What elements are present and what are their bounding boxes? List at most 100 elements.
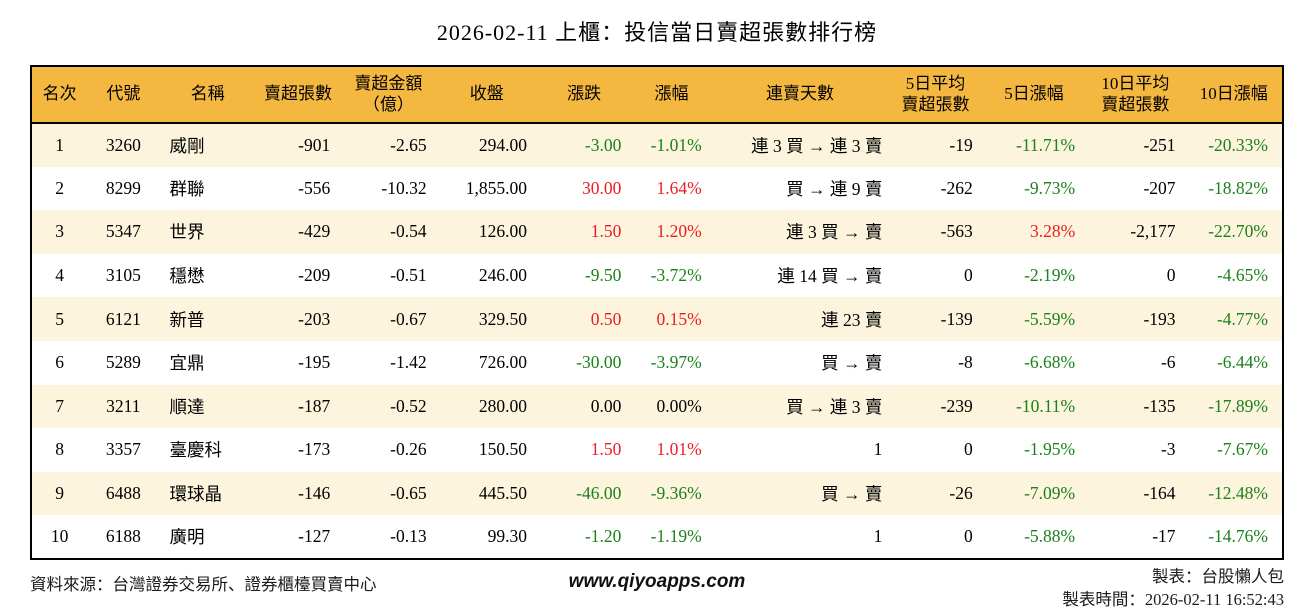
table-row: 3 5347 世界 -429 -0.54 126.00 1.50 1.20% 連 3 買 → 賣… <box>31 210 1283 254</box>
cell-change_pct: 1.20% <box>656 221 702 242</box>
column-header-rank: 名次 <box>31 66 88 124</box>
cell-pct5: -2.19% <box>1024 265 1076 286</box>
table-row: 9 6488 環球晶 -146 -0.65 445.50 -46.00 -9.36% 買 → 賣… <box>31 471 1283 516</box>
ranking-table: 名次 代號 名稱 賣超張數 賣超金額 （億） 收盤 漲跌 漲幅 連賣天數 5日平均 賣超張數 5日漲… <box>30 65 1284 560</box>
cell-sell_amount: -0.51 <box>390 265 427 286</box>
column-header-pct5: 5日漲幅 <box>982 66 1086 124</box>
cell-close: 99.30 <box>487 526 527 547</box>
cell-avg5: -8 <box>958 352 973 373</box>
cell-avg10: -207 <box>1143 177 1176 198</box>
cell-sell_volume: -429 <box>298 221 331 242</box>
cell-pct5: -1.95% <box>1024 439 1076 460</box>
cell-avg10: -6 <box>1160 352 1176 373</box>
cell-avg5: -139 <box>940 308 973 329</box>
table-row: 4 3105 穩懋 -209 -0.51 246.00 -9.50 -3.72% 連 14 買 … <box>31 253 1283 298</box>
cell-pct10: -4.65% <box>1216 265 1268 286</box>
cell-avg5: -19 <box>949 134 973 155</box>
cell-streak: 連 14 買 → 賣 <box>777 266 883 287</box>
table-row: 5 6121 新普 -203 -0.67 329.50 0.50 0.15% 連 23 賣 -13… <box>31 297 1283 341</box>
cell-pct10: -14.76% <box>1208 526 1268 547</box>
cell-close: 126.00 <box>478 221 527 242</box>
cell-close: 280.00 <box>478 395 527 416</box>
cell-sell_amount: -2.65 <box>390 134 427 155</box>
cell-name: 群聯 <box>169 178 205 199</box>
table-body: 1 3260 威剛 -901 -2.65 294.00 -3.00 -1.01% 連 3 買 →… <box>31 123 1283 559</box>
cell-streak: 買 → 連 3 賣 <box>786 396 883 417</box>
cell-code: 5289 <box>105 352 141 373</box>
cell-pct10: -6.44% <box>1216 352 1268 373</box>
table-row: 2 8299 群聯 -556 -10.32 1,855.00 30.00 1.64% 買 → 連… <box>31 166 1283 211</box>
cell-code: 3260 <box>105 134 141 155</box>
cell-rank: 2 <box>55 177 64 198</box>
page-title: 2026-02-11 上櫃：投信當日賣超張數排行榜 <box>436 20 878 45</box>
cell-avg5: -239 <box>940 395 973 416</box>
column-header-change_pct: 漲幅 <box>631 66 712 124</box>
cell-pct10: -18.82% <box>1208 177 1268 198</box>
cell-rank: 4 <box>55 265 64 286</box>
cell-streak: 連 3 買 → 賣 <box>786 222 883 243</box>
cell-change_pct: -9.36% <box>650 483 702 504</box>
cell-pct10: -20.33% <box>1208 134 1268 155</box>
website-label: www.qiyoapps.com <box>568 570 746 592</box>
table-row: 8 3357 臺慶科 -173 -0.26 150.50 1.50 1.01% 1 0 -1.95%… <box>31 428 1283 472</box>
column-header-close: 收盤 <box>436 66 537 124</box>
cell-sell_volume: -901 <box>298 134 331 155</box>
cell-pct10: -12.48% <box>1208 483 1268 504</box>
cell-close: 246.00 <box>478 265 527 286</box>
cell-change: 0.50 <box>590 308 622 329</box>
table-row: 7 3211 順達 -187 -0.52 280.00 0.00 0.00% 買 → 連 3 賣… <box>31 384 1283 429</box>
cell-sell_amount: -0.13 <box>390 526 427 547</box>
cell-avg10: -17 <box>1152 526 1176 547</box>
table-header-row: 名次 代號 名稱 賣超張數 賣超金額 （億） 收盤 漲跌 漲幅 連賣天數 5日平均 賣超張數 5日漲… <box>31 66 1283 124</box>
column-header-avg10: 10日平均 賣超張數 <box>1085 66 1186 124</box>
cell-rank: 3 <box>55 221 64 242</box>
cell-sell_amount: -0.54 <box>390 221 427 242</box>
footer: 資料來源：台灣證券交易所、證券櫃檯買賣中心 www.qiyoapps.com 製… <box>30 565 1284 611</box>
cell-pct5: -6.68% <box>1024 352 1076 373</box>
column-header-change: 漲跌 <box>536 66 632 124</box>
cell-name: 順達 <box>169 396 205 417</box>
cell-change_pct: -3.97% <box>650 352 702 373</box>
cell-change_pct: -3.72% <box>650 265 702 286</box>
cell-pct5: -5.88% <box>1024 526 1076 547</box>
cell-avg5: 0 <box>963 265 973 286</box>
cell-name: 威剛 <box>169 135 205 156</box>
cell-name: 臺慶科 <box>169 440 223 461</box>
cell-change_pct: 0.00% <box>656 395 702 416</box>
maker-note: 製表：台股懶人包 <box>1152 566 1284 586</box>
column-header-avg5: 5日平均 賣超張數 <box>888 66 983 124</box>
column-header-sell_volume: 賣超張數 <box>255 66 341 124</box>
cell-sell_volume: -187 <box>298 395 331 416</box>
cell-name: 環球晶 <box>169 484 223 505</box>
cell-name: 宜鼎 <box>169 353 205 374</box>
cell-close: 445.50 <box>478 483 527 504</box>
cell-streak: 買 → 連 9 賣 <box>786 178 883 199</box>
cell-sell_amount: -0.52 <box>390 395 427 416</box>
cell-close: 726.00 <box>478 352 527 373</box>
cell-rank: 8 <box>55 439 64 460</box>
cell-avg5: 0 <box>963 526 973 547</box>
cell-sell_volume: -127 <box>298 526 331 547</box>
cell-code: 3211 <box>106 395 141 416</box>
column-header-code: 代號 <box>87 66 160 124</box>
cell-streak: 買 → 賣 <box>821 353 883 374</box>
cell-pct5: 3.28% <box>1029 221 1076 242</box>
cell-pct10: -22.70% <box>1208 221 1268 242</box>
cell-sell_volume: -146 <box>298 483 331 504</box>
cell-sell_volume: -203 <box>298 308 331 329</box>
cell-pct5: -11.71% <box>1016 134 1076 155</box>
cell-close: 294.00 <box>478 134 527 155</box>
cell-avg10: -135 <box>1143 395 1176 416</box>
cell-pct5: -7.09% <box>1024 483 1076 504</box>
cell-name: 穩懋 <box>169 266 205 287</box>
cell-avg10: -3 <box>1160 439 1176 460</box>
cell-sell_amount: -10.32 <box>381 177 427 198</box>
timestamp-note: 製表時間：2026-02-11 16:52:43 <box>1062 590 1284 610</box>
cell-avg10: -251 <box>1143 134 1176 155</box>
table-row: 1 3260 威剛 -901 -2.65 294.00 -3.00 -1.01% 連 3 買 →… <box>31 123 1283 167</box>
cell-change: -30.00 <box>576 352 622 373</box>
cell-change: -9.50 <box>584 265 622 286</box>
column-header-name: 名稱 <box>159 66 256 124</box>
cell-name: 新普 <box>169 309 205 330</box>
cell-sell_amount: -1.42 <box>390 352 427 373</box>
